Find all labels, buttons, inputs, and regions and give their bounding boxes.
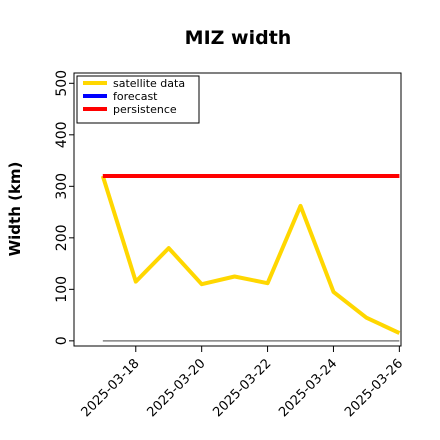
x-tick-label: 2025-03-20 xyxy=(144,356,208,420)
x-tick-label: 2025-03-18 xyxy=(79,356,143,420)
x-tick-label: 2025-03-26 xyxy=(342,356,406,420)
x-tick-label: 2025-03-24 xyxy=(276,356,340,420)
y-tick-label: 0 xyxy=(54,336,70,345)
y-axis-ticks: 0 100 200 300 400 500 xyxy=(54,70,74,345)
legend-entry: satellite data xyxy=(113,77,185,90)
legend-entry: forecast xyxy=(113,90,158,103)
x-tick-label: 2025-03-22 xyxy=(210,356,274,420)
y-axis-label: Width (km) xyxy=(6,162,24,257)
series-lines xyxy=(100,174,401,335)
y-tick-label: 300 xyxy=(54,173,70,200)
y-tick-label: 400 xyxy=(54,121,70,148)
y-tick-label: 200 xyxy=(54,224,70,251)
y-tick-label: 100 xyxy=(54,276,70,303)
x-axis-ticks: 2025-03-18 2025-03-20 2025-03-22 2025-03-24… xyxy=(79,346,406,420)
chart-title: MIZ width xyxy=(185,27,292,49)
series-line xyxy=(100,175,401,335)
plot-frame xyxy=(73,72,402,347)
y-tick-label: 500 xyxy=(54,70,70,97)
legend-entry: persistence xyxy=(113,103,177,116)
